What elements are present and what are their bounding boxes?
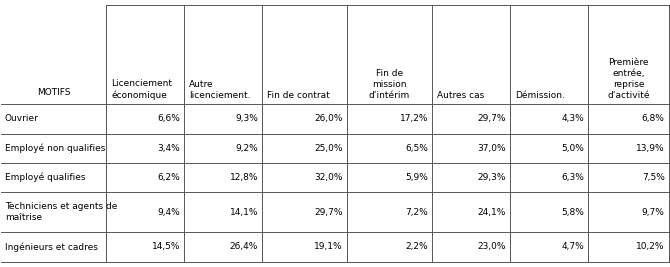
Text: 9,4%: 9,4%	[157, 208, 180, 217]
Text: 2,2%: 2,2%	[405, 242, 428, 252]
Text: 29,3%: 29,3%	[478, 173, 506, 182]
Text: 6,2%: 6,2%	[157, 173, 180, 182]
Text: 9,7%: 9,7%	[642, 208, 665, 217]
Text: 9,2%: 9,2%	[235, 144, 258, 153]
Text: 6,8%: 6,8%	[642, 114, 665, 123]
Text: Techniciens et agents de
maîtrise: Techniciens et agents de maîtrise	[5, 202, 117, 222]
Text: Autres cas: Autres cas	[438, 91, 484, 100]
Text: 4,7%: 4,7%	[561, 242, 584, 252]
Text: 25,0%: 25,0%	[314, 144, 343, 153]
Text: 5,0%: 5,0%	[561, 144, 584, 153]
Text: Autre
licenciement.: Autre licenciement.	[190, 80, 251, 100]
Text: 14,5%: 14,5%	[151, 242, 180, 252]
Text: 6,5%: 6,5%	[405, 144, 428, 153]
Text: 7,2%: 7,2%	[405, 208, 428, 217]
Text: Ouvrier: Ouvrier	[5, 114, 39, 123]
Text: 14,1%: 14,1%	[230, 208, 258, 217]
Text: 26,0%: 26,0%	[314, 114, 343, 123]
Text: 19,1%: 19,1%	[314, 242, 343, 252]
Text: 5,9%: 5,9%	[405, 173, 428, 182]
Text: Employé qualifies: Employé qualifies	[5, 173, 85, 182]
Text: Employé non qualifies: Employé non qualifies	[5, 143, 105, 153]
Text: 12,8%: 12,8%	[230, 173, 258, 182]
Text: Ingénieurs et cadres: Ingénieurs et cadres	[5, 242, 98, 252]
Text: 4,3%: 4,3%	[561, 114, 584, 123]
Text: 10,2%: 10,2%	[636, 242, 665, 252]
Text: Fin de contrat: Fin de contrat	[267, 91, 330, 100]
Text: 24,1%: 24,1%	[478, 208, 506, 217]
Text: 3,4%: 3,4%	[157, 144, 180, 153]
Text: 23,0%: 23,0%	[478, 242, 506, 252]
Text: Fin de
mission
d’intérim: Fin de mission d’intérim	[369, 69, 410, 100]
Text: 17,2%: 17,2%	[399, 114, 428, 123]
Text: MOTIFS: MOTIFS	[37, 88, 70, 97]
Text: 6,6%: 6,6%	[157, 114, 180, 123]
Text: 32,0%: 32,0%	[314, 173, 343, 182]
Text: 7,5%: 7,5%	[642, 173, 665, 182]
Text: Licenciement
économique: Licenciement économique	[111, 79, 172, 100]
Text: 37,0%: 37,0%	[478, 144, 506, 153]
Text: 26,4%: 26,4%	[230, 242, 258, 252]
Text: 29,7%: 29,7%	[314, 208, 343, 217]
Text: Première
entrée,
reprise
d’activité: Première entrée, reprise d’activité	[607, 58, 650, 100]
Text: 9,3%: 9,3%	[235, 114, 258, 123]
Text: 5,8%: 5,8%	[561, 208, 584, 217]
Text: Démission.: Démission.	[515, 91, 565, 100]
Text: 6,3%: 6,3%	[561, 173, 584, 182]
Text: 29,7%: 29,7%	[478, 114, 506, 123]
Text: 13,9%: 13,9%	[636, 144, 665, 153]
